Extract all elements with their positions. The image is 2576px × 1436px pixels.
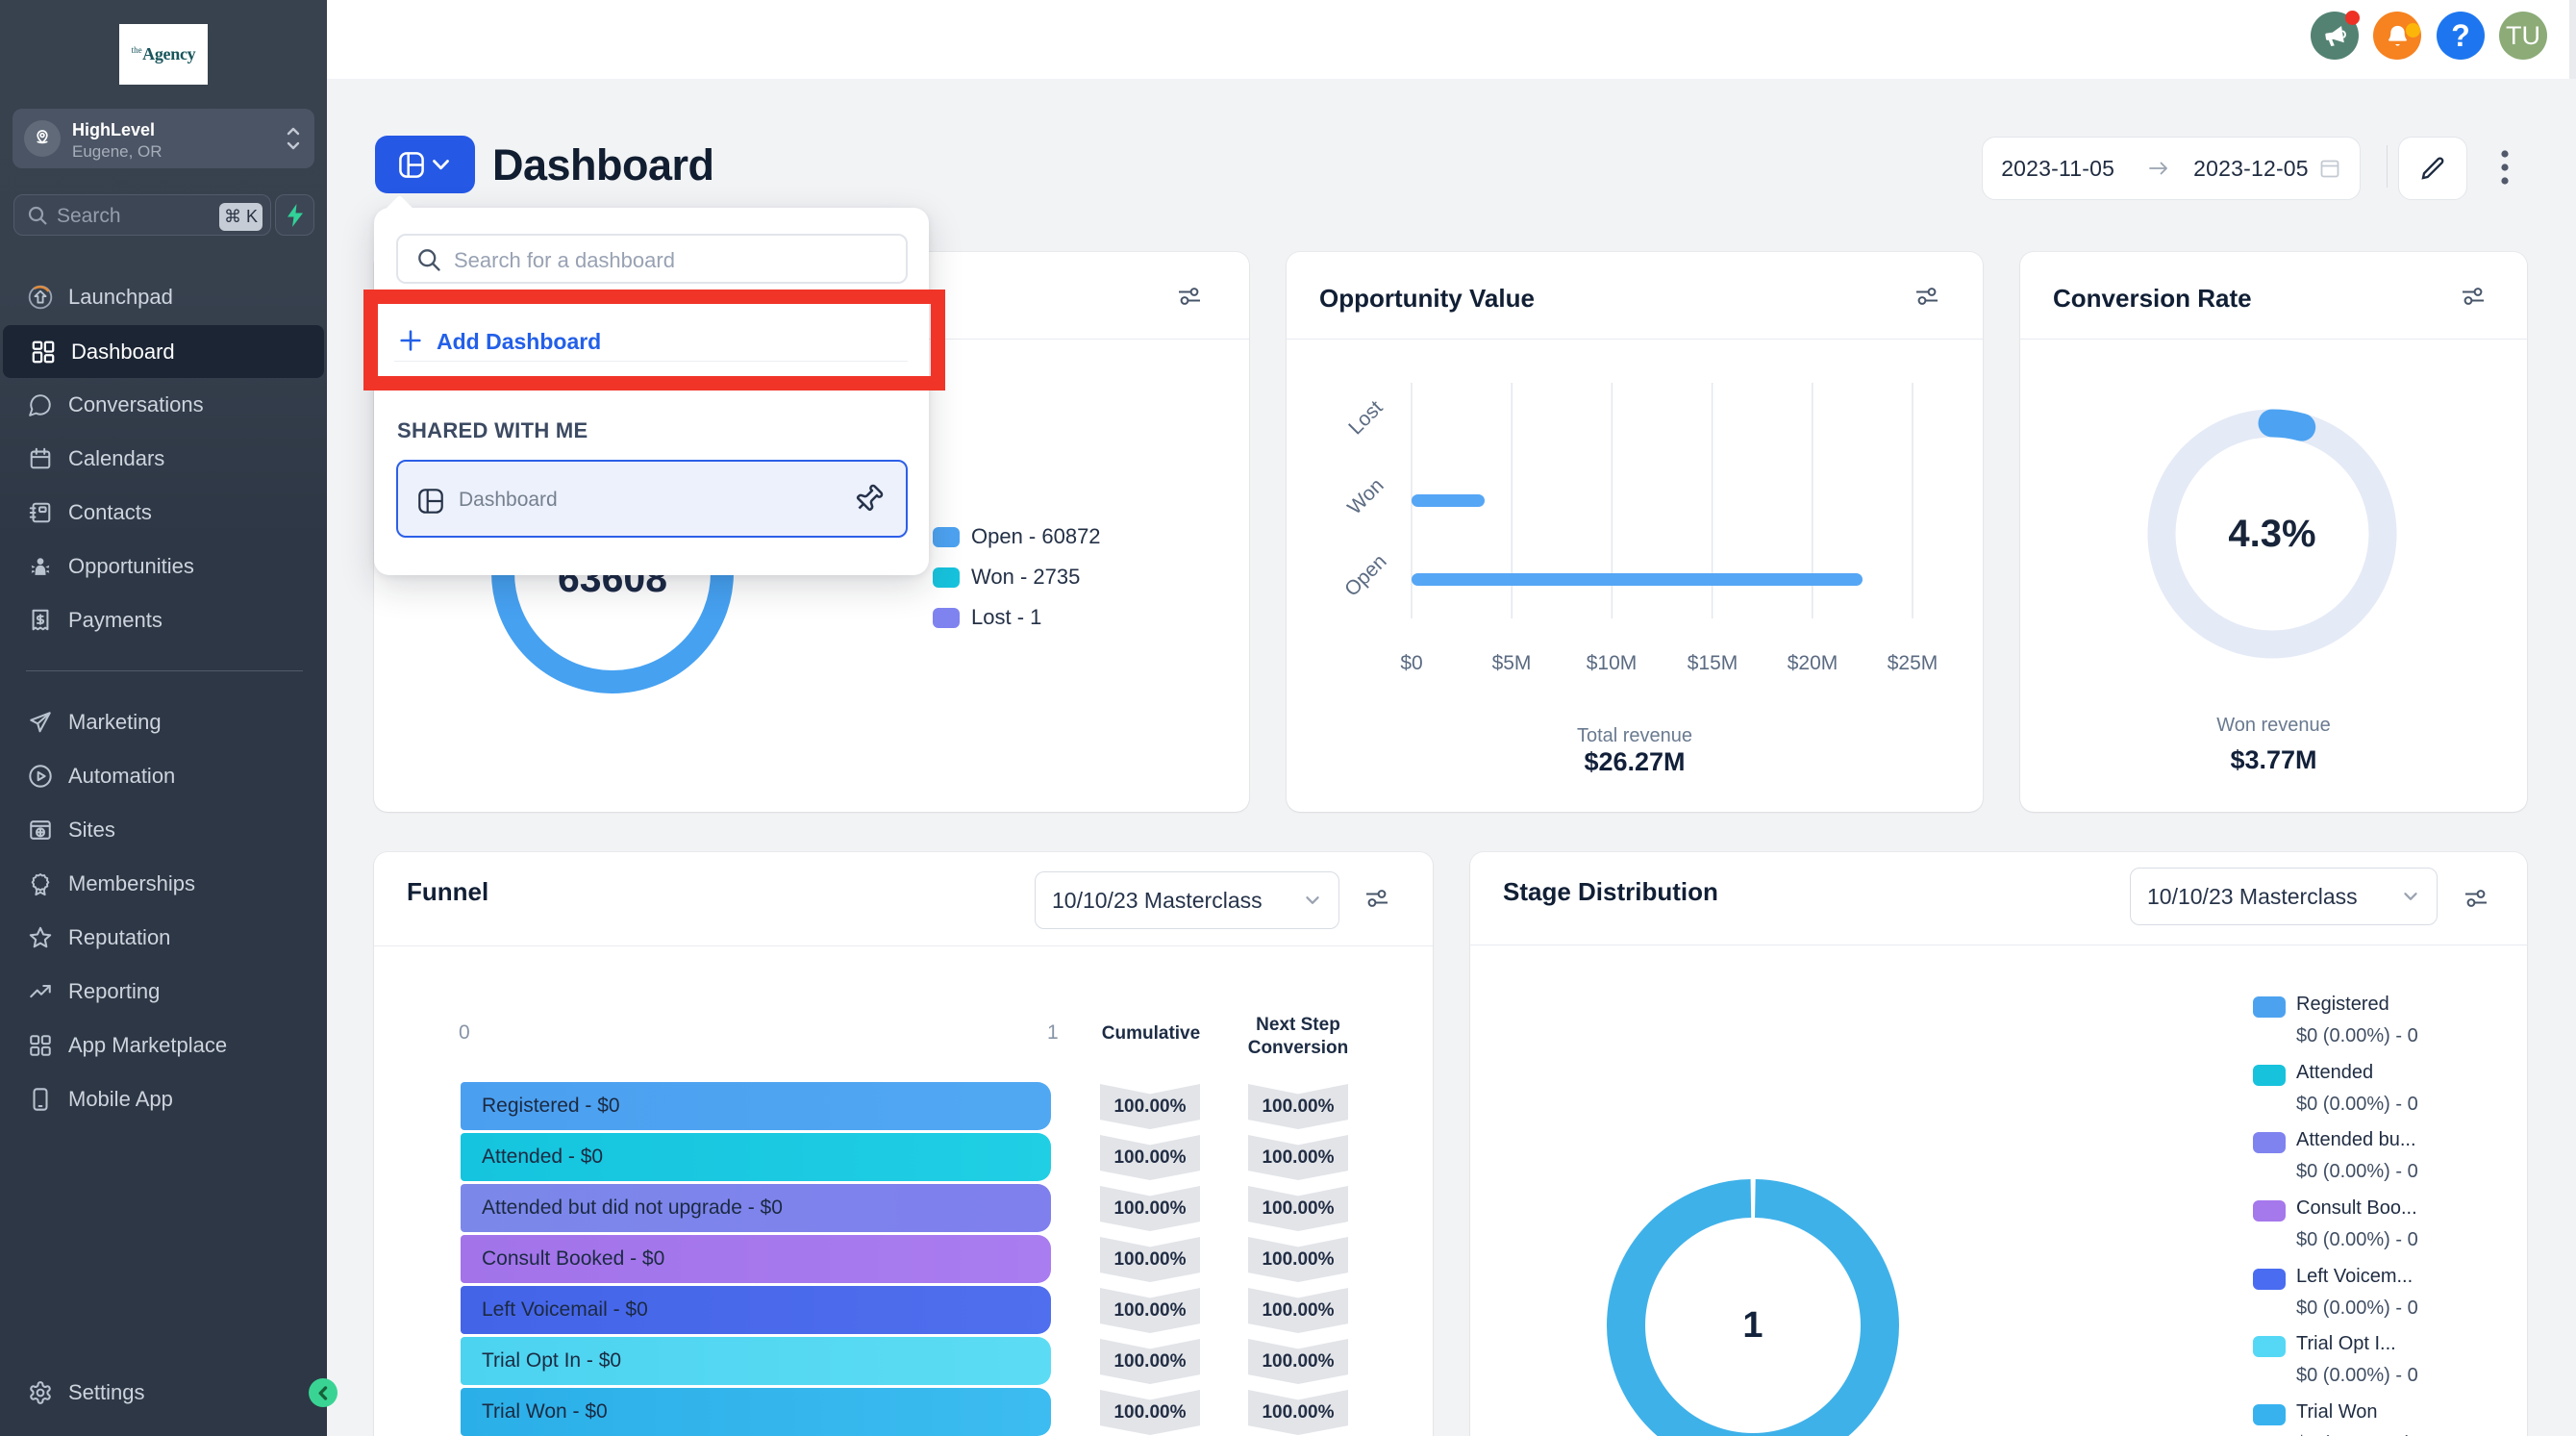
svg-text:$25M: $25M [1888, 652, 1938, 674]
svg-text:$5M: $5M [1492, 652, 1532, 674]
svg-text:$0: $0 [1400, 652, 1422, 674]
svg-text:$10M: $10M [1587, 652, 1638, 674]
svg-text:Open: Open [1340, 550, 1391, 601]
svg-text:Won: Won [1343, 474, 1388, 519]
svg-text:Lost: Lost [1344, 396, 1387, 439]
svg-text:$15M: $15M [1688, 652, 1738, 674]
svg-text:$20M: $20M [1788, 652, 1838, 674]
